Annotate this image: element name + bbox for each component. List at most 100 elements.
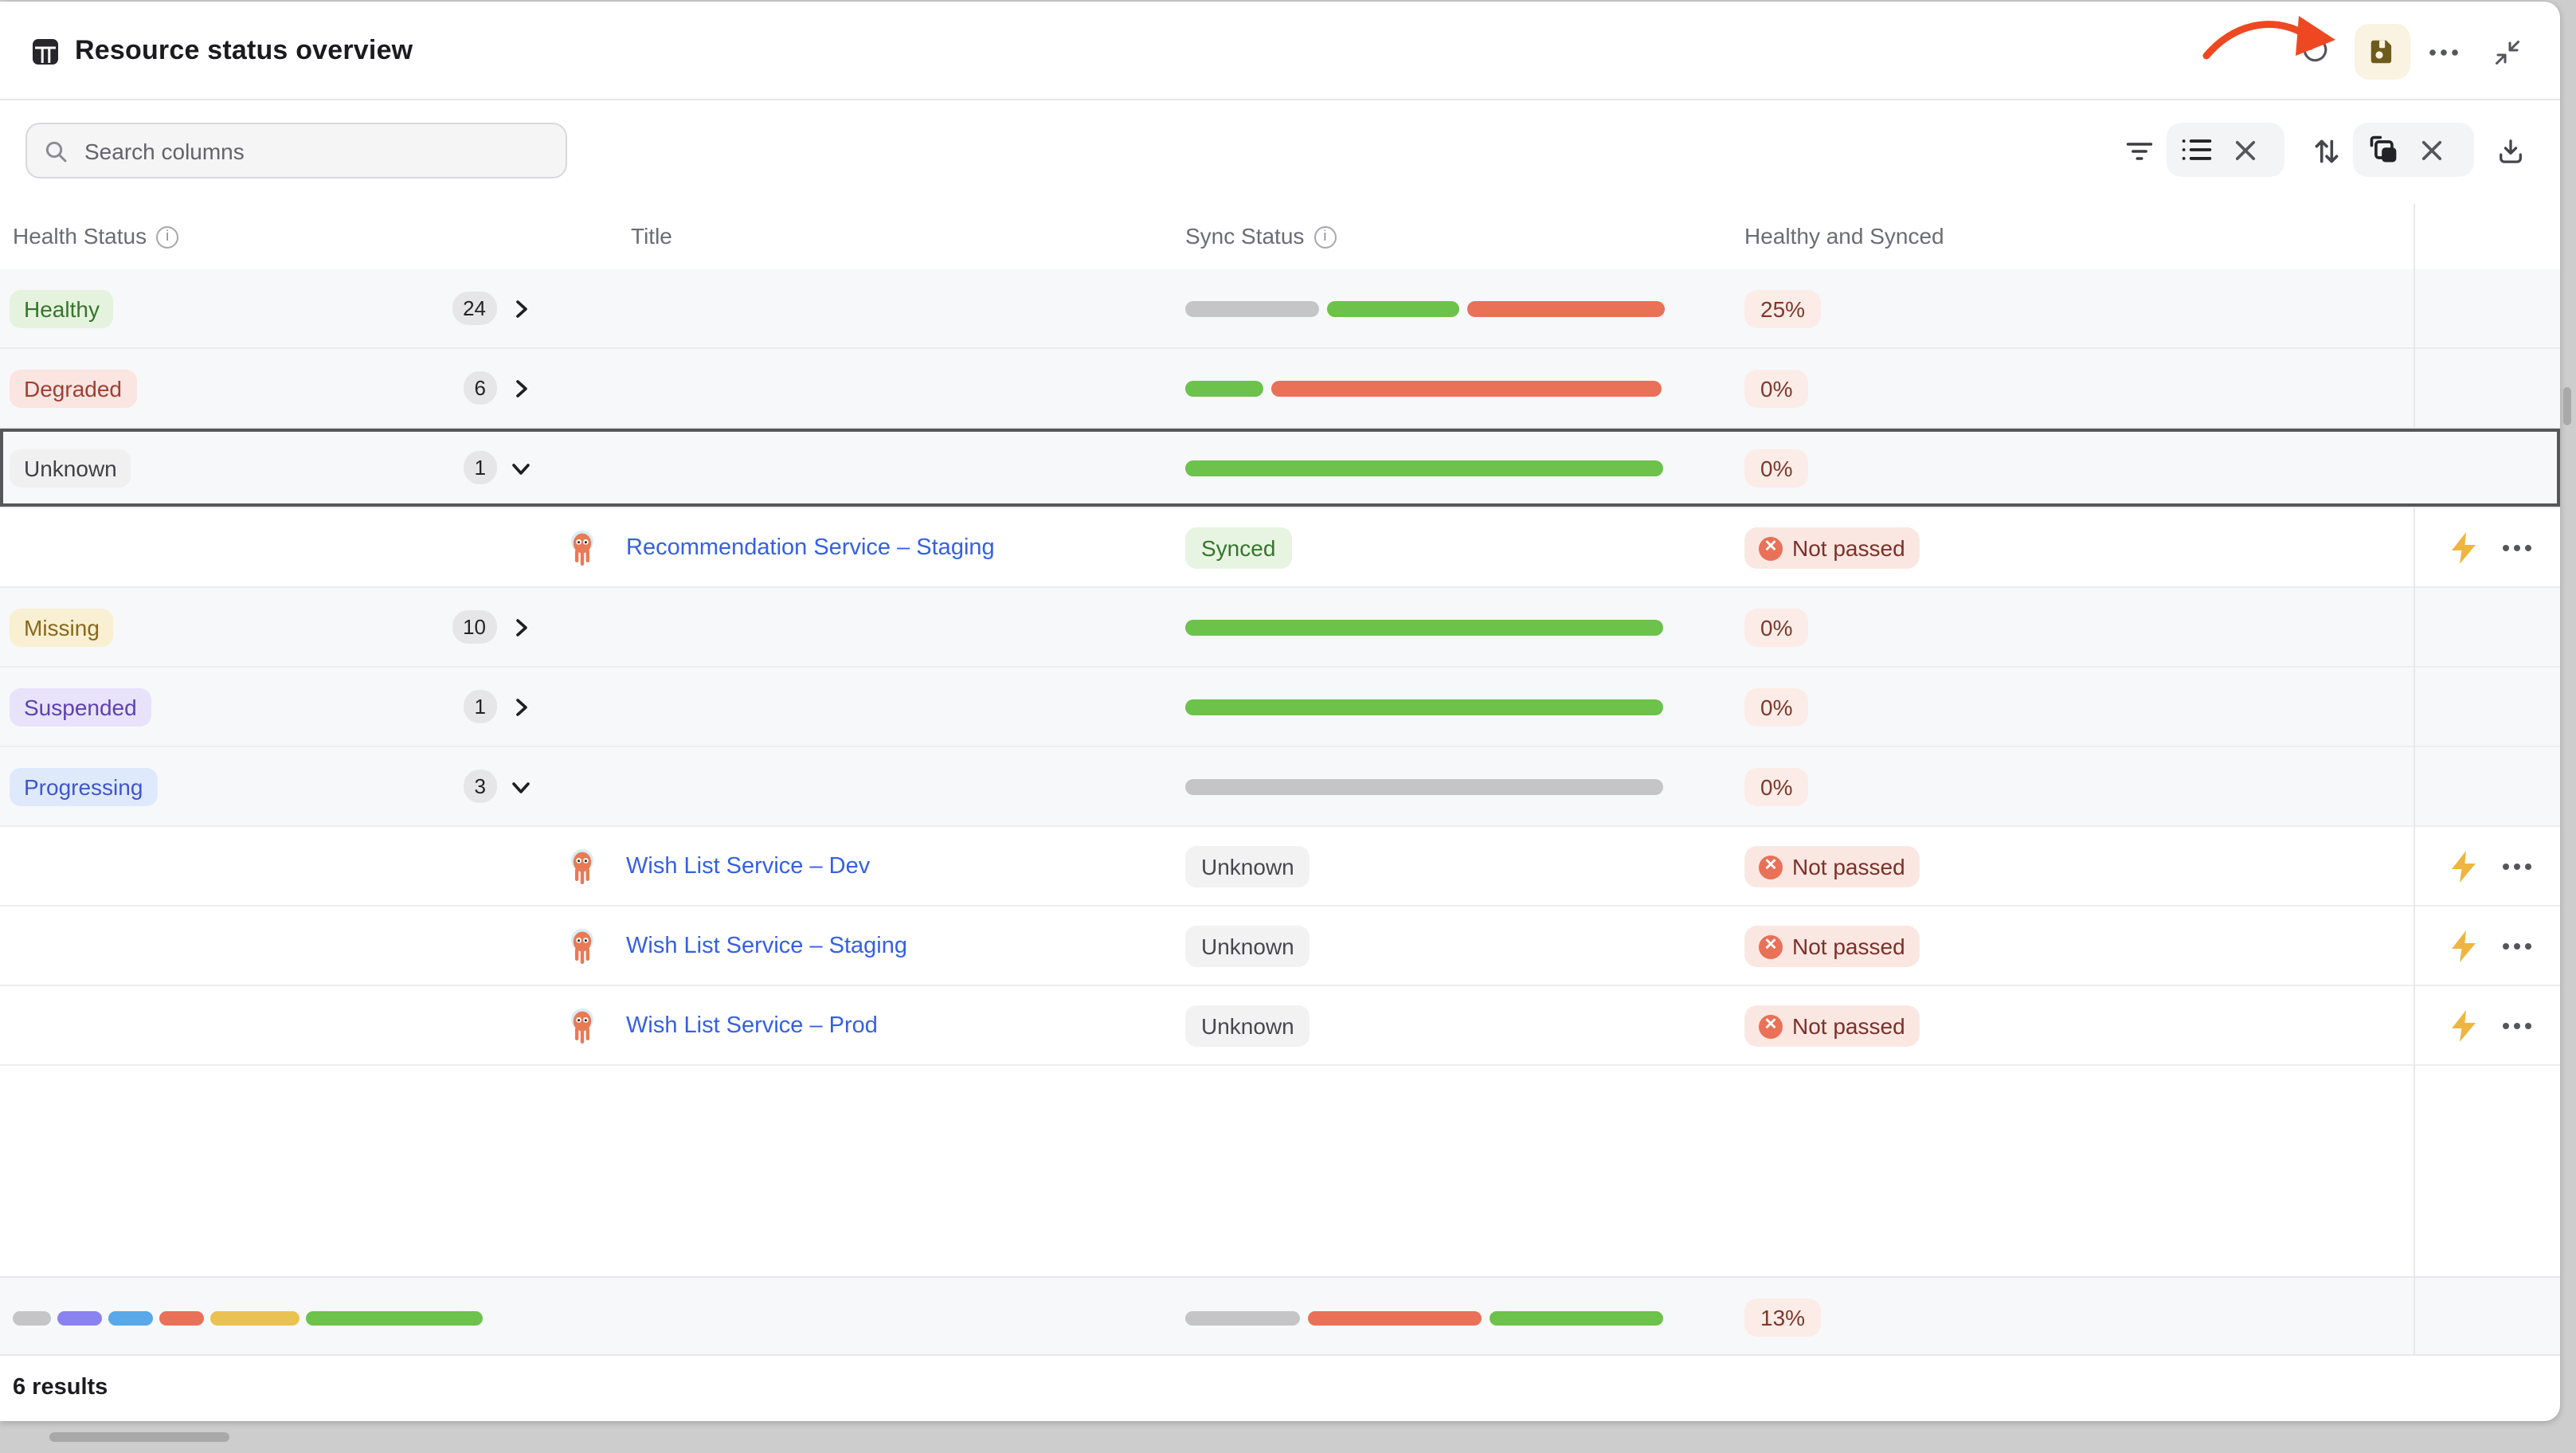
copy-stack-icon	[2370, 135, 2397, 163]
resource-row[interactable]: Wish List Service – Dev Unknown ✕ Not pa…	[0, 827, 2560, 907]
healthy-synced-percent-badge: 0%	[1744, 449, 1809, 488]
row-actions-button[interactable]	[2503, 1020, 2541, 1032]
vertical-scrollbar-thumb[interactable]	[2563, 387, 2571, 425]
sync-status-bar	[1185, 381, 1662, 397]
group-row-healthy[interactable]: Healthy 24 25%	[0, 269, 2560, 349]
group-row-progressing[interactable]: Progressing 3 0%	[0, 747, 2560, 827]
lightning-icon[interactable]	[2449, 1010, 2479, 1042]
x-circle-icon: ✕	[1759, 1014, 1783, 1038]
resource-title-link[interactable]: Wish List Service – Dev	[626, 854, 871, 879]
chevron-right-icon[interactable]	[510, 298, 532, 320]
sync-status-aggregate-bar	[1185, 1310, 1663, 1326]
health-status-badge: Healthy	[10, 290, 114, 328]
save-button[interactable]	[2355, 24, 2410, 80]
resource-title-link[interactable]: Wish List Service – Staging	[626, 934, 907, 959]
lightning-icon[interactable]	[2449, 532, 2479, 564]
health-status-badge: Progressing	[10, 768, 158, 806]
copy-view-chip	[2353, 123, 2474, 177]
not-passed-badge: ✕ Not passed	[1744, 1005, 1920, 1047]
group-by-chip	[2167, 123, 2284, 177]
healthy-synced-percent-badge: 25%	[1744, 290, 1822, 328]
row-actions-button[interactable]	[2503, 940, 2541, 953]
group-count-badge: 1	[463, 451, 497, 484]
health-status-badge: Degraded	[10, 370, 136, 408]
results-count: 6 results	[13, 1375, 108, 1400]
lightning-icon[interactable]	[2449, 851, 2479, 883]
sync-status-bar	[1185, 699, 1663, 715]
clear-copy-button[interactable]	[2414, 132, 2449, 167]
group-count-badge: 10	[452, 610, 497, 644]
column-divider	[2414, 204, 2415, 1356]
search-box[interactable]	[25, 123, 567, 178]
sync-status-badge: Unknown	[1185, 1005, 1310, 1047]
not-passed-badge: ✕ Not passed	[1744, 926, 1920, 967]
table-icon	[33, 39, 58, 65]
chevron-down-icon[interactable]	[510, 457, 532, 480]
search-icon	[45, 140, 67, 162]
group-row-degraded[interactable]: Degraded 6 0%	[0, 349, 2560, 429]
close-x-icon	[2234, 139, 2255, 160]
undo-icon	[2302, 37, 2327, 62]
page-title: Resource status overview	[75, 35, 413, 65]
group-row-suspended[interactable]: Suspended 1 0%	[0, 668, 2560, 747]
lightning-icon[interactable]	[2449, 930, 2479, 962]
health-status-aggregate-bar	[13, 1310, 483, 1325]
copy-stack-button[interactable]	[2366, 132, 2401, 167]
resource-row[interactable]: Wish List Service – Prod Unknown ✕ Not p…	[0, 986, 2560, 1066]
ellipsis-icon	[2429, 49, 2457, 55]
sync-status-badge: Unknown	[1185, 846, 1310, 887]
widget-more-actions-button[interactable]	[2415, 24, 2471, 80]
column-header-sync-status: Sync Status i	[1185, 204, 1337, 269]
group-list-button[interactable]	[2179, 132, 2214, 167]
resource-title-link[interactable]: Recommendation Service – Staging	[626, 535, 995, 561]
sync-status-badge: Synced	[1185, 527, 1292, 569]
group-count-badge: 6	[463, 371, 497, 405]
minimize-icon	[2495, 40, 2519, 64]
healthy-synced-percent-badge: 0%	[1744, 688, 1809, 726]
resource-row[interactable]: Wish List Service – Staging Unknown ✕ No…	[0, 907, 2560, 986]
download-button[interactable]	[2485, 126, 2536, 177]
info-icon[interactable]: i	[1313, 225, 1337, 248]
not-passed-badge: ✕ Not passed	[1744, 527, 1920, 569]
x-circle-icon: ✕	[1759, 934, 1783, 958]
argocd-icon	[569, 1008, 596, 1045]
chevron-down-icon[interactable]	[510, 776, 532, 798]
search-input[interactable]	[81, 136, 550, 165]
health-status-badge: Unknown	[10, 449, 131, 488]
sync-status-bar	[1185, 460, 1663, 476]
chevron-right-icon[interactable]	[510, 378, 532, 400]
chevron-right-icon[interactable]	[510, 617, 532, 639]
empty-table-area	[0, 1066, 2560, 1276]
sync-status-bar	[1185, 301, 1665, 317]
widget-title-bar: Resource status overview	[0, 2, 2560, 100]
argocd-icon	[569, 929, 596, 965]
group-row-missing[interactable]: Missing 10 0%	[0, 588, 2560, 668]
sync-status-bar	[1185, 620, 1663, 636]
column-header-title: Title	[631, 223, 672, 249]
column-header-row: Health Status i Title Sync Status i Heal…	[0, 204, 2560, 451]
sort-arrows-icon	[2314, 139, 2338, 163]
info-icon[interactable]: i	[156, 225, 179, 248]
healthy-synced-percent-badge: 0%	[1744, 609, 1809, 647]
row-actions-button[interactable]	[2503, 542, 2541, 554]
clear-grouping-button[interactable]	[2227, 132, 2262, 167]
save-icon	[2370, 40, 2392, 64]
resource-title-link[interactable]: Wish List Service – Prod	[626, 1013, 878, 1039]
argocd-icon	[569, 531, 596, 567]
group-row-unknown[interactable]: Unknown 1 0%	[0, 429, 2560, 508]
x-circle-icon: ✕	[1759, 855, 1783, 879]
filter-button[interactable]	[2114, 126, 2165, 177]
chevron-right-icon[interactable]	[510, 696, 532, 719]
row-actions-button[interactable]	[2503, 860, 2541, 873]
minimize-button[interactable]	[2479, 24, 2535, 80]
horizontal-scrollbar-thumb[interactable]	[49, 1432, 229, 1442]
sync-status-badge: Unknown	[1185, 926, 1310, 967]
group-count-badge: 3	[463, 770, 497, 803]
undo-button[interactable]	[2286, 24, 2342, 80]
sort-button[interactable]	[2300, 126, 2351, 177]
list-icon	[2182, 139, 2212, 160]
x-circle-icon: ✕	[1759, 536, 1783, 560]
health-status-badge: Suspended	[10, 688, 151, 726]
healthy-synced-percent-badge: 13%	[1744, 1298, 1822, 1337]
resource-row[interactable]: Recommendation Service – Staging Synced …	[0, 508, 2560, 588]
